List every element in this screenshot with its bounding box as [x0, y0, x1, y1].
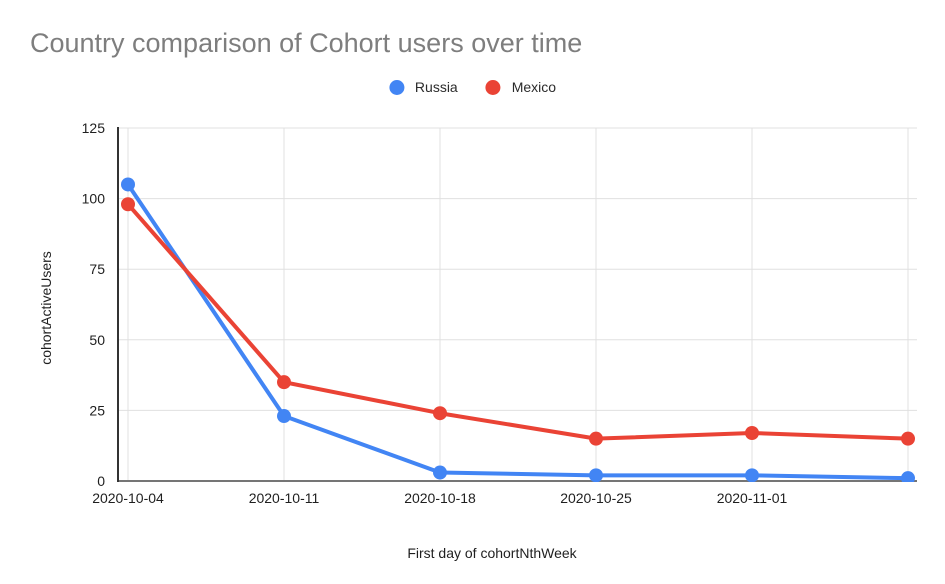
russia-series-dot-icon: [388, 79, 404, 95]
x-tick-label-2: 2020-10-18: [404, 490, 476, 506]
y-tick-label-0: 0: [97, 473, 105, 489]
y-tick-label-50: 50: [89, 332, 105, 348]
legend-label-russia: Russia: [414, 79, 458, 95]
x-tick-label-3: 2020-10-25: [560, 490, 632, 506]
chart-title: Country comparison of Cohort users over …: [30, 28, 583, 58]
data-point-mexico-1: [277, 375, 291, 390]
y-axis-title: cohortActiveUsers: [38, 251, 54, 365]
legend-label-mexico: Mexico: [511, 79, 557, 95]
y-tick-label-25: 25: [89, 402, 105, 418]
y-tick-label-125: 125: [82, 120, 106, 136]
y-tick-label-75: 75: [89, 261, 105, 277]
data-point-russia-1: [277, 409, 291, 424]
series-line-russia: [126, 182, 910, 481]
data-point-russia-3: [589, 468, 603, 482]
data-point-mexico-2: [433, 406, 447, 421]
data-point-russia-0: [121, 177, 135, 192]
legend-item-mexico[interactable]: Mexico: [485, 79, 557, 95]
data-point-russia-4: [745, 468, 759, 482]
x-tick-label-0: 2020-10-04: [92, 490, 164, 506]
x-tick-label-4: 2020-11-01: [717, 490, 788, 506]
data-point-russia-2: [433, 465, 447, 480]
mexico-series-dot-icon: [485, 79, 501, 95]
legend-item-russia[interactable]: Russia: [388, 79, 458, 95]
data-point-mexico-3: [589, 431, 603, 446]
data-point-mexico-5: [901, 431, 915, 446]
data-point-mexico-0: [121, 197, 135, 212]
x-tick-label-1: 2020-10-11: [249, 490, 320, 506]
data-point-mexico-4: [745, 425, 759, 440]
x-axis-title: First day of cohortNthWeek: [407, 545, 577, 561]
chart-legend: Russia Mexico: [388, 79, 557, 95]
data-point-russia-5: [901, 471, 915, 482]
series-line-mexico: [126, 202, 910, 441]
y-tick-label-100: 100: [82, 191, 106, 207]
